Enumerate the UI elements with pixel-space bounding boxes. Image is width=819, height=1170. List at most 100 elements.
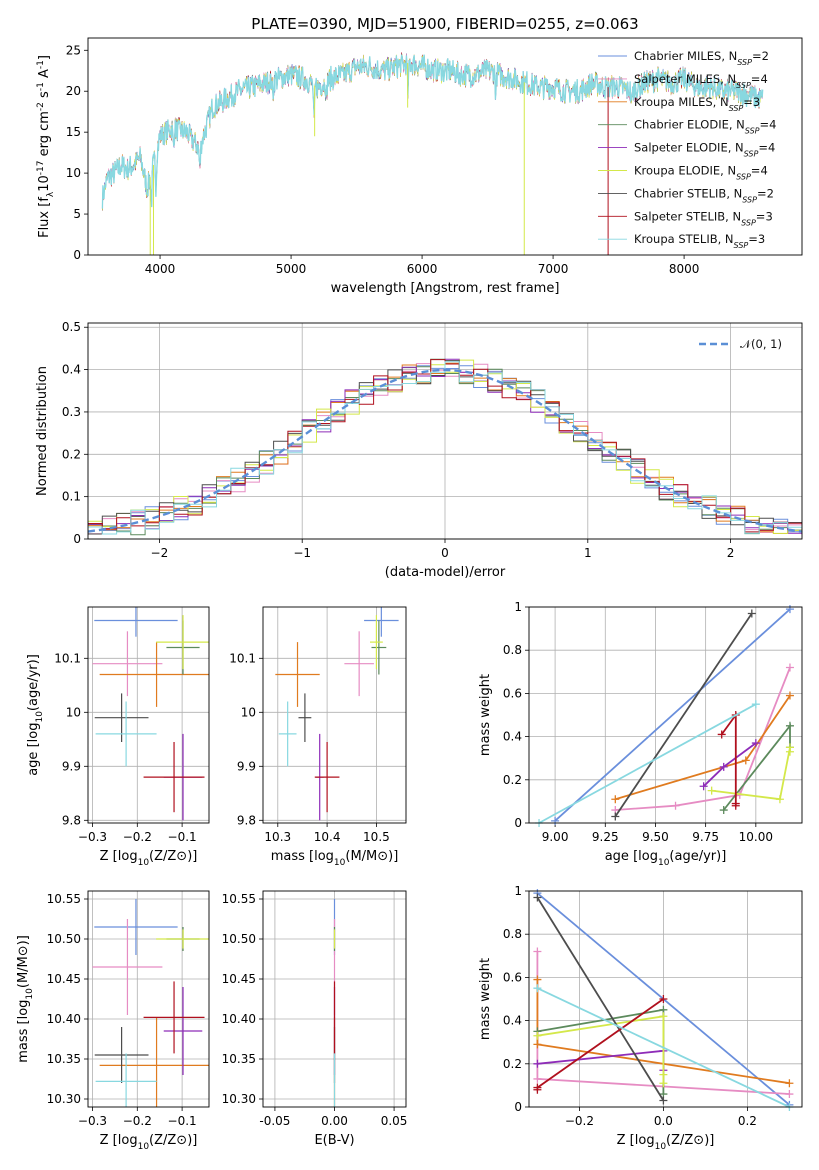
x-tick-label: 0.2 [738,1114,757,1128]
weight-point-marker [533,975,542,984]
y-tick-label: 0.4 [503,730,522,744]
legend-entry: 𝒩(0, 1) [740,337,782,351]
legend-entry: Chabrier ELODIE, NSSP=4 [634,118,776,136]
y-tick-label: 0.2 [62,447,81,461]
y-tick-label: 10 [241,705,256,719]
y-tick-label: 1 [514,600,522,614]
weight-point-marker [533,984,542,993]
y-tick-label: 10.45 [47,972,81,986]
x-tick-label: 10.5 [363,830,390,844]
y-tick-label: 1 [514,884,522,898]
x-tick-label: −0.2 [565,1114,594,1128]
spectrum-line [101,54,764,209]
axes-mass_vs_ebv: -0.05 0.00 0.05 10.30 10.35 10.40 10.45 10.50 10… [222,890,407,1148]
x-tick-label: -0.05 [259,1114,290,1128]
y-tick-label: 0.2 [503,1057,522,1071]
age_vs_Z-points [92,607,209,821]
y-tick-label: 25 [66,43,81,57]
y-tick-label: 10.40 [47,1012,81,1026]
weight-series-line [538,703,757,824]
x-tick-label: −2 [151,546,169,560]
weight-point-marker [717,730,726,739]
y-tick-label: 0.2 [503,773,522,787]
x-tick-label: 9.50 [642,830,669,844]
weight-series-line [711,747,791,801]
weight-point-marker [659,995,668,1003]
y-tick-label: 10.50 [47,932,81,946]
y-axis-label: mass [log10(M/M⊙)] [16,935,35,1063]
weight-point-marker [785,691,794,700]
weight-point-marker [533,893,542,902]
weight-point-marker [785,721,794,730]
y-tick-label: 9.8 [237,813,256,827]
y-tick-label: 10.45 [222,972,256,986]
weight-series-line [615,695,791,801]
y-tick-label: 0.8 [503,643,522,657]
y-tick-label: 0.4 [503,1014,522,1028]
x-axis-label: Z [log10(Z/Z⊙)] [617,1133,715,1152]
x-tick-label: 0.0 [654,1114,673,1128]
weight-point-marker [533,1083,542,1092]
x-tick-label: 10.4 [314,830,341,844]
legend-entry: Chabrier MILES, NSSP=2 [634,49,769,67]
weight-point-marker [659,1070,668,1079]
y-tick-label: 10.40 [222,1012,256,1026]
spectrum-plot [101,52,764,255]
weight-point-marker [751,739,760,748]
axes-weight_vs_age: 9.00 9.25 9.50 9.75 10.00 0 0.2 0.4 0.6 0.8 1 age [… [478,600,803,868]
weight-point-marker [719,806,728,815]
x-tick-label: 8000 [669,262,700,276]
y-tick-label: 10.1 [229,651,256,665]
legend-entry: Salpeter MILES, NSSP=4 [634,72,768,90]
y-tick-label: 10.1 [54,651,81,665]
legend-entry: Chabrier STELIB, NSSP=2 [634,186,774,204]
residual-histogram [88,361,802,535]
weight-series-line [537,1015,665,1084]
x-tick-label: −0.3 [78,1114,107,1128]
y-tick-label: 0.8 [503,927,522,941]
x-tick-label: 9.00 [542,830,569,844]
x-tick-label: −0.1 [168,1114,197,1128]
x-tick-label: 9.25 [592,830,619,844]
y-tick-label: 10.55 [47,892,81,906]
y-tick-label: 10.30 [47,1092,81,1106]
weight-point-marker [533,1031,542,1040]
spectrum-legend: Chabrier MILES, NSSP=2 Salpeter MILES, NS… [598,49,776,250]
x-tick-label: 1 [584,546,592,560]
weight_vs_age-lines [535,605,794,827]
weight-point-marker [533,1059,542,1068]
weight-point-marker [747,609,756,618]
axes-spectrum: 4000 5000 6000 7000 8000 0 5 10 15 20 25 wavelength… [36,37,803,296]
legend-entry: Salpeter ELODIE, NSSP=4 [634,141,775,159]
axes-frame [528,606,803,824]
weight-point-marker [611,795,620,804]
y-tick-label: 0.1 [62,490,81,504]
weight-series-line [536,998,664,1090]
x-tick-label: 5000 [276,262,307,276]
weight-series-line [614,612,753,818]
y-tick-label: 5 [73,207,81,221]
age_vs_mass-points [275,607,399,821]
y-tick-label: 0 [73,532,81,546]
y-tick-label: 10 [66,705,81,719]
x-axis-label: Z [log10(Z/Z⊙)] [100,849,198,868]
x-tick-label: 2 [727,546,735,560]
weight-point-marker [785,605,794,614]
axes-frame [262,890,407,1108]
weight-series-line [554,608,791,822]
x-tick-label: 4000 [145,262,176,276]
axes-frame [262,606,407,824]
y-tick-label: 0 [514,1100,522,1114]
y-tick-label: 0 [73,248,81,262]
weight-point-marker [775,795,784,804]
weight-series-line [537,987,790,1108]
x-tick-label: −1 [293,546,311,560]
x-tick-label: −0.1 [168,830,197,844]
weight-point-marker [533,1074,542,1083]
axes-weight_vs_Z: −0.2 0.0 0.2 0 0.2 0.4 0.6 0.8 1 Z [log10(Z/Z⊙)] m… [478,884,803,1152]
y-tick-label: 0.5 [62,320,81,334]
weight-point-marker [533,1040,542,1049]
y-axis-label: mass weight [478,674,493,756]
weight-point-marker [785,1090,794,1099]
